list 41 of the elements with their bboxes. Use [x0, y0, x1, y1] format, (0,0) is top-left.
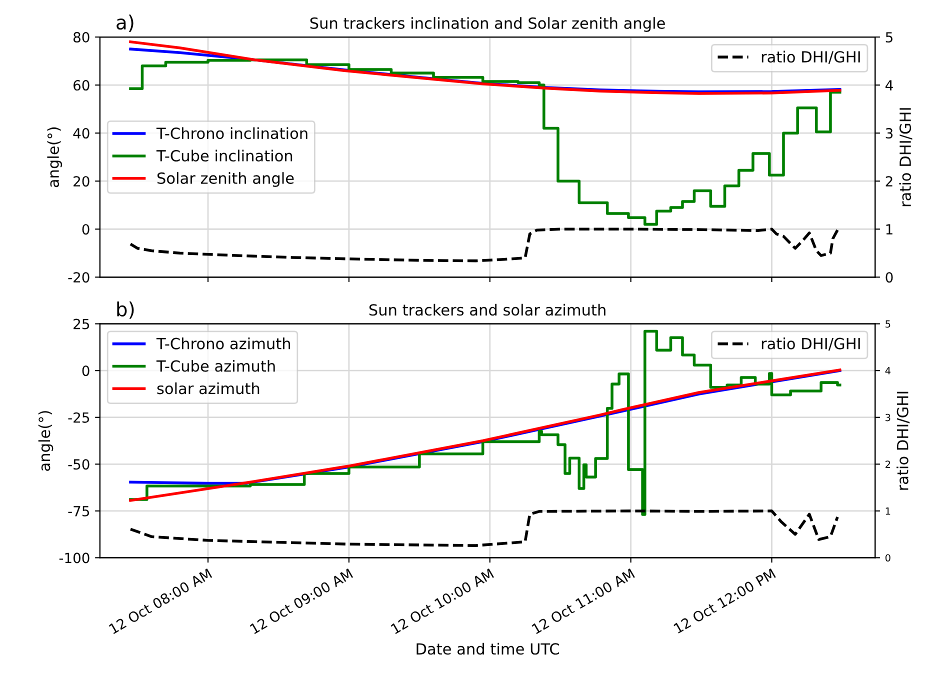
y2-tick-label: 3 [886, 414, 890, 422]
y-axis-title: angle(°) [38, 411, 54, 471]
y2-tick-label: 2 [886, 460, 890, 468]
y2-tick-label: 5 [886, 320, 890, 328]
y-tick-label: -25 [68, 412, 90, 423]
y2-tick-label: 5 [886, 32, 892, 43]
chart-title: Sun trackers and solar azimuth [369, 304, 606, 316]
y2-tick-label: 0 [885, 554, 890, 562]
chart-title: Sun trackers inclination and Solar zenith angle [310, 17, 665, 32]
y-tick-label: 0 [82, 224, 90, 235]
text: a) [116, 14, 134, 32]
legend-label: T-Chrono azimuth [156, 338, 290, 350]
y2-tick-label: 3 [886, 128, 893, 139]
y-tick-label: 40 [73, 128, 90, 139]
y-tick-label: -50 [68, 459, 90, 470]
y-tick-label: 20 [74, 176, 90, 187]
legend-label: T-Cube azimuth [156, 360, 275, 372]
x-axis-title: Date and time UTC [416, 642, 560, 655]
legend-label: T-Chrono inclination [156, 127, 308, 140]
legend-label: T-Cube inclination [156, 150, 292, 162]
y-tick-label: 60 [74, 80, 90, 91]
y-tick-label: -100 [59, 552, 90, 564]
y2-tick-label: 0 [886, 272, 893, 283]
y-tick-label: 25 [74, 318, 90, 330]
y2-tick-label: 4 [885, 367, 890, 374]
y2-axis-title: ratio DHI/GHI [896, 392, 910, 490]
y-axis-title: angle(°) [47, 127, 62, 188]
y-tick-label: -75 [68, 506, 90, 516]
legend-label: ratio DHI/GHI [762, 50, 860, 64]
legend-label: solar azimuth [157, 382, 260, 394]
text: b) [117, 301, 134, 319]
legend-label: Solar zenith angle [157, 172, 294, 187]
y2-tick-label: 2 [886, 176, 892, 186]
y2-tick-label: 1 [886, 508, 890, 515]
y-tick-label: 80 [74, 32, 90, 43]
y2-axis-title: ratio DHI/GHI [899, 108, 912, 206]
y-tick-label: 0 [82, 366, 90, 376]
y2-tick-label: 1 [886, 224, 892, 234]
y2-tick-label: 4 [886, 80, 893, 90]
legend-label: ratio DHI/GHI [762, 338, 860, 351]
y-tick-label: -20 [68, 272, 90, 283]
